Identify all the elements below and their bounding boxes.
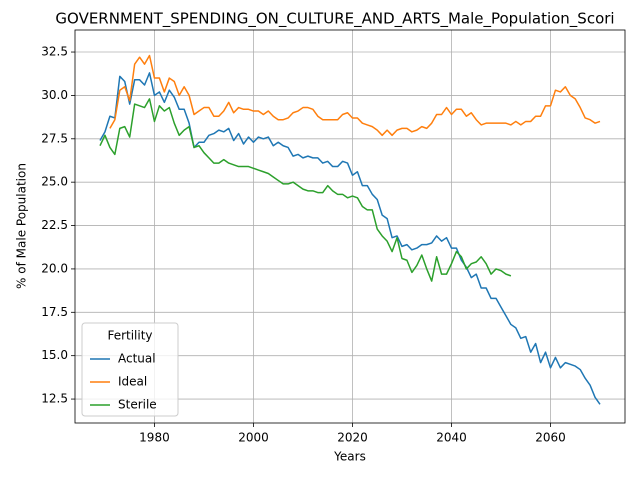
x-tick-label: 2060 (535, 431, 566, 445)
legend-label: Sterile (118, 398, 157, 412)
x-tick-label: 1980 (139, 431, 170, 445)
y-tick-label: 20.0 (41, 261, 68, 275)
y-tick-label: 12.5 (41, 392, 68, 406)
y-tick-label: 22.5 (41, 218, 68, 232)
y-axis-label: % of Male Population (15, 163, 29, 289)
chart-title: GOVERNMENT_SPENDING_ON_CULTURE_AND_ARTS_… (55, 10, 614, 29)
x-tick-label: 2040 (436, 431, 467, 445)
y-tick-label: 27.5 (41, 131, 68, 145)
legend-label: Actual (118, 352, 156, 366)
data-line (99, 72, 601, 405)
x-tick-label: 2020 (337, 431, 368, 445)
plot-frame (74, 29, 626, 424)
legend-box (81, 322, 179, 417)
y-tick-label: 32.5 (41, 45, 68, 59)
legend-label: Ideal (118, 375, 147, 389)
y-tick-label: 30.0 (41, 88, 68, 102)
data-line (109, 54, 601, 137)
legend-title: Fertility (107, 329, 152, 343)
x-tick-label: 2000 (238, 431, 269, 445)
x-axis-label: Years (333, 450, 366, 464)
y-tick-label: 17.5 (41, 305, 68, 319)
y-tick-label: 15.0 (41, 348, 68, 362)
data-line (99, 98, 512, 282)
legend: Fertility Actual Ideal Sterile (81, 322, 179, 417)
y-tick-label: 25.0 (41, 175, 68, 189)
